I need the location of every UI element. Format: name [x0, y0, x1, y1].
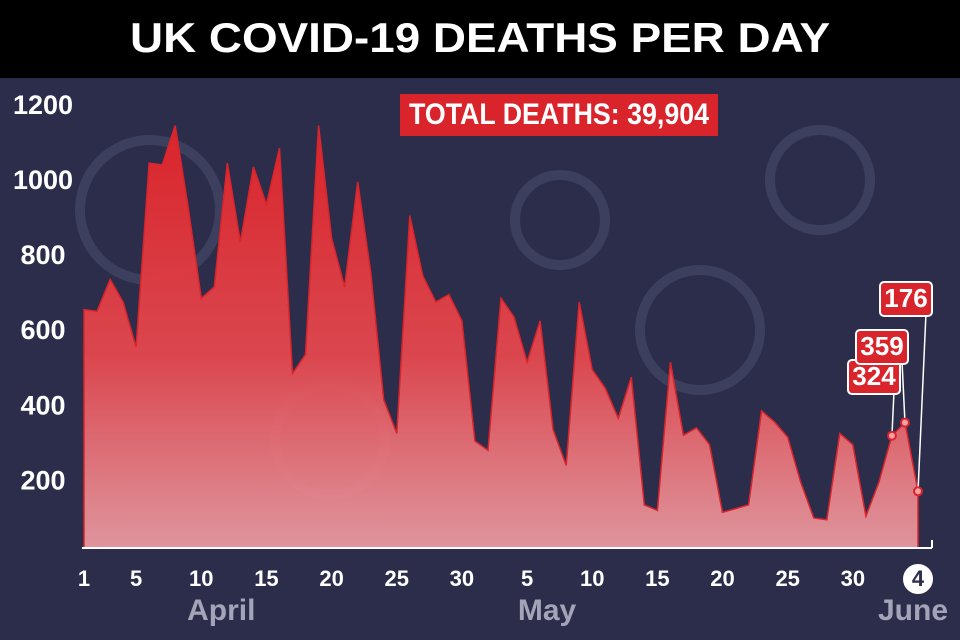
callout-label: 359	[860, 331, 903, 361]
annotation-box	[400, 94, 718, 136]
callout-box	[879, 281, 933, 317]
callout-label: 324	[852, 361, 896, 391]
callout-label: 176	[884, 283, 927, 313]
x-tick-label: 10	[580, 566, 604, 591]
point	[899, 417, 910, 428]
callout-leader	[891, 390, 895, 436]
x-tick-label: 5	[130, 566, 142, 591]
last-day-badge	[901, 562, 935, 596]
area	[83, 125, 919, 549]
x-tick-label: 1	[78, 566, 90, 591]
y-tick-label: 1000	[13, 165, 73, 195]
callout-leader	[901, 360, 906, 423]
x-tick-label: 10	[189, 566, 213, 591]
point	[913, 486, 923, 497]
y-tick-label: 400	[20, 390, 65, 420]
x-tick-label: 15	[254, 566, 278, 591]
y-tick-label: 200	[20, 465, 65, 495]
y-tick-label: 1200	[13, 90, 73, 120]
x-tick-label: 5	[521, 566, 533, 591]
x-tick-label: 20	[710, 566, 734, 591]
callout-leader	[917, 312, 927, 492]
x-tick-label: 25	[385, 566, 409, 591]
x-tick-label: 4	[912, 566, 925, 591]
callout-box	[855, 329, 909, 365]
x-tick-label: 20	[319, 566, 343, 591]
x-tick-label: 15	[645, 566, 669, 591]
annotation: TOTAL DEATHS: 39,904	[409, 98, 709, 131]
x-tick-label: 30	[450, 566, 474, 591]
y-tick-label: 800	[20, 240, 65, 270]
y-tick-label: 600	[20, 315, 65, 345]
point	[886, 430, 897, 441]
x-tick-label: 30	[841, 566, 865, 591]
chart-title: UK COVID-19 DEATHS PER DAY	[130, 14, 830, 61]
title-band	[0, 0, 960, 78]
x-tick-label: 25	[775, 566, 799, 591]
month-label: April	[187, 594, 255, 627]
month-label: June	[878, 594, 948, 627]
month-label: May	[518, 594, 577, 627]
